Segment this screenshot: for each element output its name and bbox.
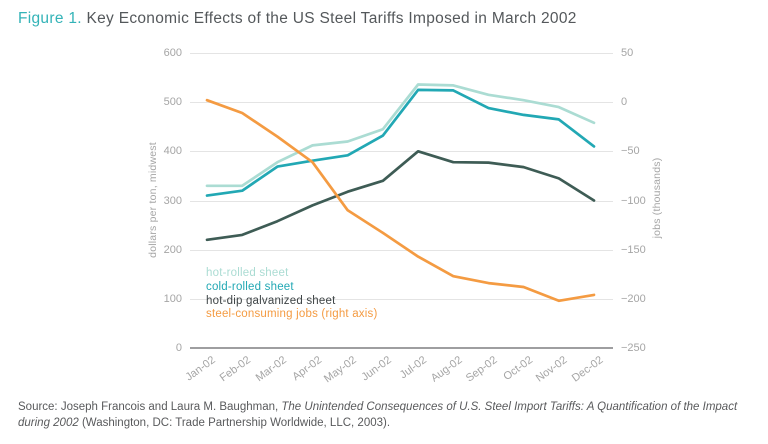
- source-text-regular: (Washington, DC: Trade Partnership World…: [78, 417, 391, 429]
- x-axis-tick-label: May-02: [322, 354, 359, 386]
- series-line-hot-dip-galvanized-sheet: [205, 149, 596, 242]
- source-text-italic: The Unintended Consequences of U.S. Stee…: [18, 401, 738, 429]
- legend-item-hot-rolled-sheet: hot-rolled sheet: [206, 267, 289, 279]
- left-axis-title: dollars per ton, midwest: [147, 142, 159, 258]
- right-axis-tick-label: −250: [621, 342, 646, 354]
- figure-title-text: Key Economic Effects of the US Steel Tar…: [81, 10, 577, 27]
- x-axis-tick-label: Sep-02: [463, 354, 500, 385]
- right-axis-tick-label: −50: [621, 145, 640, 158]
- gridline: [190, 200, 613, 202]
- right-axis-tick-label: 50: [621, 47, 634, 59]
- legend-item-steel-consuming-jobs-right-axis: steel-consuming jobs (right axis): [206, 308, 378, 321]
- chart-legend: hot-rolled sheet cold-rolled sheet hot-dip…: [206, 267, 378, 322]
- series-line-hot-rolled-sheet: [205, 83, 596, 188]
- left-axis-tick-label: 300: [163, 194, 182, 207]
- source-text-regular: Source: Joseph Francois and Laura M. Bau…: [18, 401, 282, 413]
- right-axis-title: jobs (thousands): [651, 157, 663, 239]
- x-axis-tick-label: Nov-02: [534, 354, 570, 385]
- left-axis-tick-label: 400: [163, 145, 182, 158]
- series-line-cold-rolled-sheet: [205, 88, 596, 197]
- gridline: [190, 53, 613, 54]
- x-axis-tick-label: Feb-02: [217, 354, 254, 385]
- x-axis-tick-label: Apr-02: [289, 354, 324, 384]
- figure-title: Figure 1. Key Economic Effects of the US…: [18, 10, 577, 28]
- left-axis-tick-label: 600: [163, 47, 182, 59]
- right-axis-tick-label: −200: [621, 292, 646, 305]
- x-axis-baseline: [190, 347, 613, 349]
- x-axis-tick-label: Oct-02: [500, 354, 535, 384]
- legend-item-cold-rolled-sheet: cold-rolled sheet: [206, 280, 294, 293]
- left-axis-tick-label: 500: [163, 96, 182, 109]
- gridline: [190, 249, 613, 251]
- left-axis-tick-label: 200: [163, 243, 182, 256]
- left-axis-tick-label: 100: [163, 292, 182, 305]
- right-axis-tick-label: −150: [621, 243, 646, 256]
- x-axis-tick-label: Dec-02: [569, 354, 606, 385]
- x-axis-tick-label: Jun-02: [359, 354, 394, 384]
- source-citation: Source: Joseph Francois and Laura M. Bau…: [18, 399, 762, 431]
- right-axis-tick-label: 0: [621, 96, 628, 109]
- left-axis-tick-label: 0: [175, 342, 182, 354]
- x-axis-tick-label: Jul-02: [397, 354, 430, 382]
- gridline: [190, 151, 613, 153]
- right-axis-tick-label: −100: [621, 194, 646, 207]
- gridline: [190, 102, 613, 104]
- x-axis-tick-label: Mar-02: [253, 354, 289, 385]
- figure-number-label: Figure 1.: [18, 10, 82, 27]
- legend-item-hot-dip-galvanized-sheet: hot-dip galvanized sheet: [206, 294, 336, 307]
- x-axis-tick-label: Jan-02: [183, 354, 219, 384]
- x-axis-tick-label: Aug-02: [428, 354, 465, 385]
